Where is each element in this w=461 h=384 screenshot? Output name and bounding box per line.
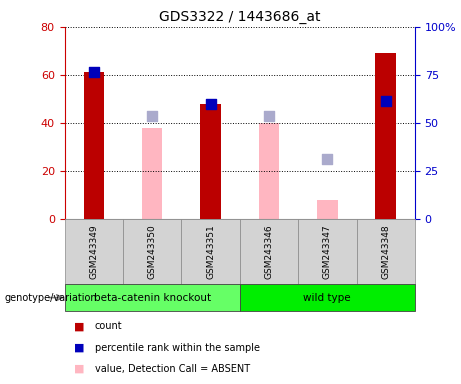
Bar (83, 73, 104, 219)
Bar (200, 104, 221, 219)
Text: percentile rank within the sample: percentile rank within the sample (95, 343, 260, 353)
Text: GSM243350: GSM243350 (148, 224, 157, 279)
Bar (259, 123, 279, 219)
Text: beta-catenin knockout: beta-catenin knockout (94, 293, 211, 303)
Point (324, 156, 331, 162)
Bar (142, 127, 162, 219)
Text: GSM243347: GSM243347 (323, 224, 332, 279)
Text: ■: ■ (74, 321, 84, 331)
Text: GSM243351: GSM243351 (206, 224, 215, 279)
Text: ■: ■ (74, 343, 84, 353)
Text: value, Detection Call = ABSENT: value, Detection Call = ABSENT (95, 364, 249, 374)
Bar (317, 200, 337, 219)
Point (90, 70, 97, 76)
Point (382, 98, 390, 104)
Text: wild type: wild type (303, 293, 351, 303)
Text: count: count (95, 321, 122, 331)
Point (148, 113, 156, 119)
Text: GSM243349: GSM243349 (89, 224, 98, 279)
Point (207, 101, 214, 107)
Text: genotype/variation: genotype/variation (5, 293, 97, 303)
Text: ■: ■ (74, 364, 84, 374)
Bar (375, 53, 396, 219)
Text: GSM243346: GSM243346 (265, 224, 273, 279)
Text: GSM243348: GSM243348 (381, 224, 390, 279)
Title: GDS3322 / 1443686_at: GDS3322 / 1443686_at (159, 10, 320, 25)
Point (265, 113, 272, 119)
